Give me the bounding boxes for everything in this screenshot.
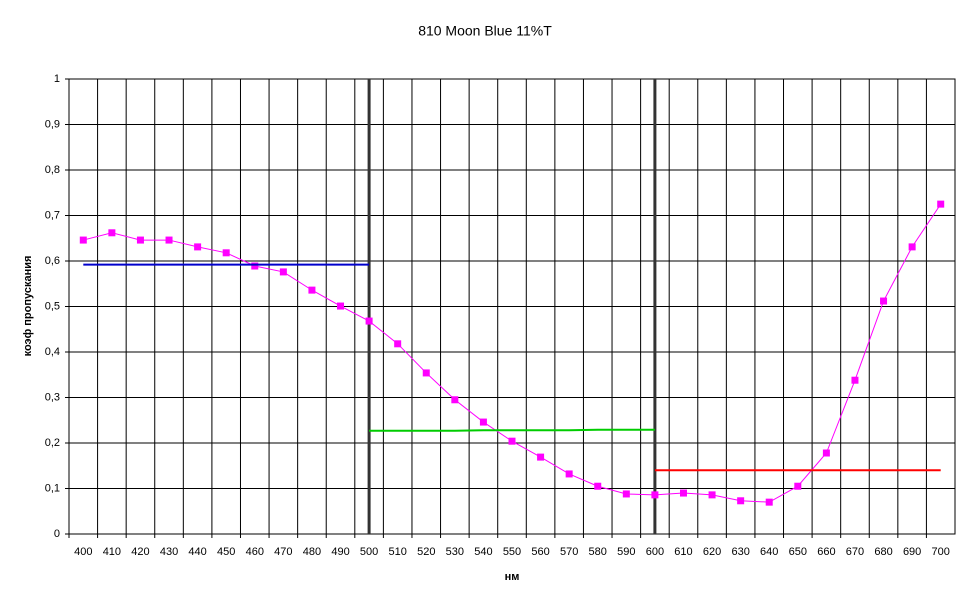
x-tick-label: 580 [589,546,607,558]
point [822,449,830,457]
x-axis-title: нм [505,571,520,583]
point [651,491,659,499]
point [508,437,516,445]
point [337,302,345,310]
x-tick-label: 490 [331,546,349,558]
x-tick-label: 680 [874,546,892,558]
x-tick-label: 640 [760,546,778,558]
x-tick-label: 630 [731,546,749,558]
y-tick-label: 0,8 [45,164,60,176]
plot-border [68,78,956,535]
point [851,376,859,384]
x-tick-label: 450 [217,546,235,558]
y-tick-label: 0,3 [45,391,60,403]
point [937,200,945,208]
chart-title: 810 Moon Blue 11%T [418,23,552,39]
x-tick-label: 700 [932,546,950,558]
x-tick-label: 570 [560,546,578,558]
y-tick-label: 1 [54,73,60,85]
x-tick-label: 520 [417,546,435,558]
point [422,369,430,377]
x-tick-label: 560 [531,546,549,558]
x-tick-label: 540 [474,546,492,558]
x-tick-label: 600 [646,546,664,558]
point [594,482,602,490]
point [165,236,173,244]
point [108,229,116,237]
point [251,262,259,270]
point [708,491,716,499]
y-tick-label: 0,1 [45,482,60,494]
point [880,297,888,305]
x-tick-label: 440 [188,546,206,558]
point [451,396,459,404]
x-tick-label: 670 [846,546,864,558]
x-tick-label: 550 [503,546,521,558]
level-line [369,428,655,432]
point [136,236,144,244]
y-tick-label: 0,6 [45,255,60,267]
x-tick-label: 510 [388,546,406,558]
x-tick-label: 410 [103,546,121,558]
x-tick-label: 620 [703,546,721,558]
x-tick-label: 650 [789,546,807,558]
x-tick-label: 430 [160,546,178,558]
point [765,498,773,506]
point [308,286,316,294]
x-tick-label: 660 [817,546,835,558]
y-tick-label: 0,2 [45,437,60,449]
y-tick-label: 0 [54,528,60,540]
x-tick-label: 530 [446,546,464,558]
point [622,490,630,498]
point [908,243,916,251]
point [737,497,745,505]
x-tick-label: 470 [274,546,292,558]
x-tick-label: 690 [903,546,921,558]
y-tick-label: 0,9 [45,118,60,130]
point [537,453,545,461]
point [565,470,573,478]
point [794,482,802,490]
point [79,236,87,244]
x-tick-label: 610 [674,546,692,558]
x-tick-label: 480 [303,546,321,558]
point [365,317,373,325]
point [222,249,230,257]
y-axis-title: коэф пропускания [22,256,34,357]
x-tick-label: 460 [246,546,264,558]
y-tick-label: 0,4 [45,346,60,358]
x-tick-label: 590 [617,546,635,558]
point [479,418,487,426]
x-tick-label: 420 [131,546,149,558]
x-tick-label: 400 [74,546,92,558]
y-tick-label: 0,7 [45,209,60,221]
point [279,268,287,276]
y-tick-label: 0,5 [45,300,60,312]
point [394,340,402,348]
point [194,243,202,251]
x-tick-label: 500 [360,546,378,558]
point [679,489,687,497]
